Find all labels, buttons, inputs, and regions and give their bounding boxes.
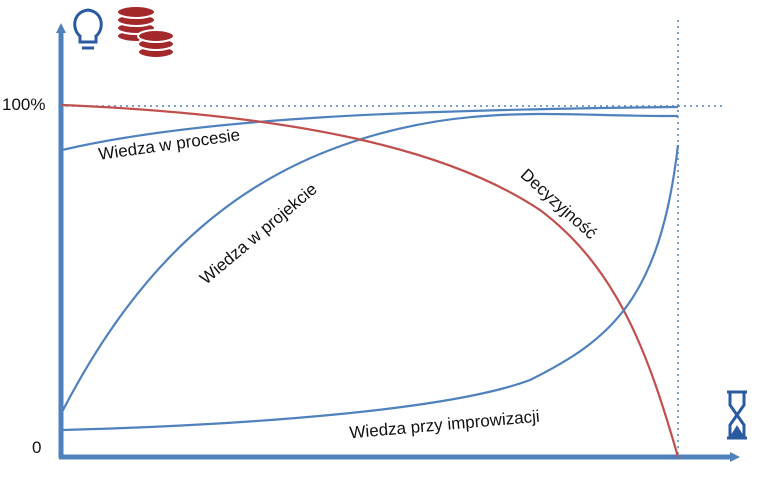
curve-improvisation [61, 144, 680, 432]
top-label: 100% [2, 95, 45, 114]
curve-label: Wiedza przy improwizacji [349, 407, 541, 443]
curve-project [61, 112, 679, 413]
curve-process [61, 105, 679, 152]
curve-decision [61, 103, 680, 458]
coins-icon [116, 5, 175, 59]
hourglass-icon [727, 390, 747, 440]
curve-label: Wiedza w projekcie [196, 179, 320, 288]
bottom-label: 0 [32, 438, 41, 457]
lightbulb-icon [73, 8, 103, 50]
